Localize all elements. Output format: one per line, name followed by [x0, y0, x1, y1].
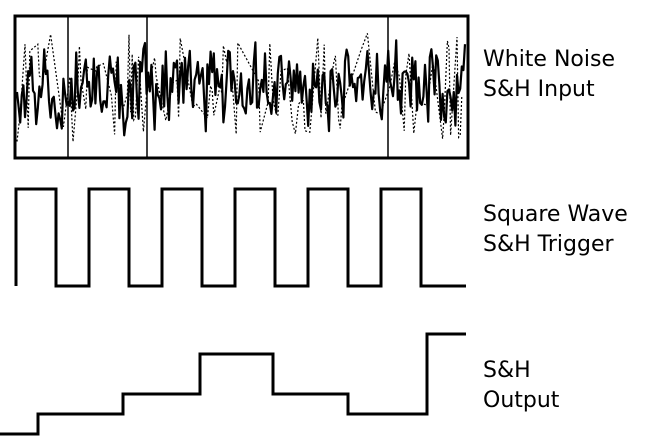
- white-noise-waveform: [13, 14, 470, 160]
- square-wave-label-line1: Square Wave: [483, 202, 628, 227]
- sh-output-label-line2: Output: [483, 388, 560, 413]
- white-noise-label: White Noise S&H Input: [483, 45, 615, 105]
- noise-trace: [15, 39, 467, 137]
- square-wave-trigger: [14, 187, 466, 288]
- noise-frame: [13, 14, 470, 160]
- white-noise-label-line2: S&H Input: [483, 77, 595, 102]
- sh-output-staircase: [0, 332, 466, 436]
- noise-trace-dotted: [16, 33, 463, 142]
- white-noise-label-line1: White Noise: [483, 47, 615, 72]
- square-wave-label: Square Wave S&H Trigger: [483, 200, 628, 260]
- sh-output-label-line1: S&H: [483, 358, 531, 383]
- square-wave-label-line2: S&H Trigger: [483, 232, 614, 257]
- sh-output-label: S&H Output: [483, 356, 559, 416]
